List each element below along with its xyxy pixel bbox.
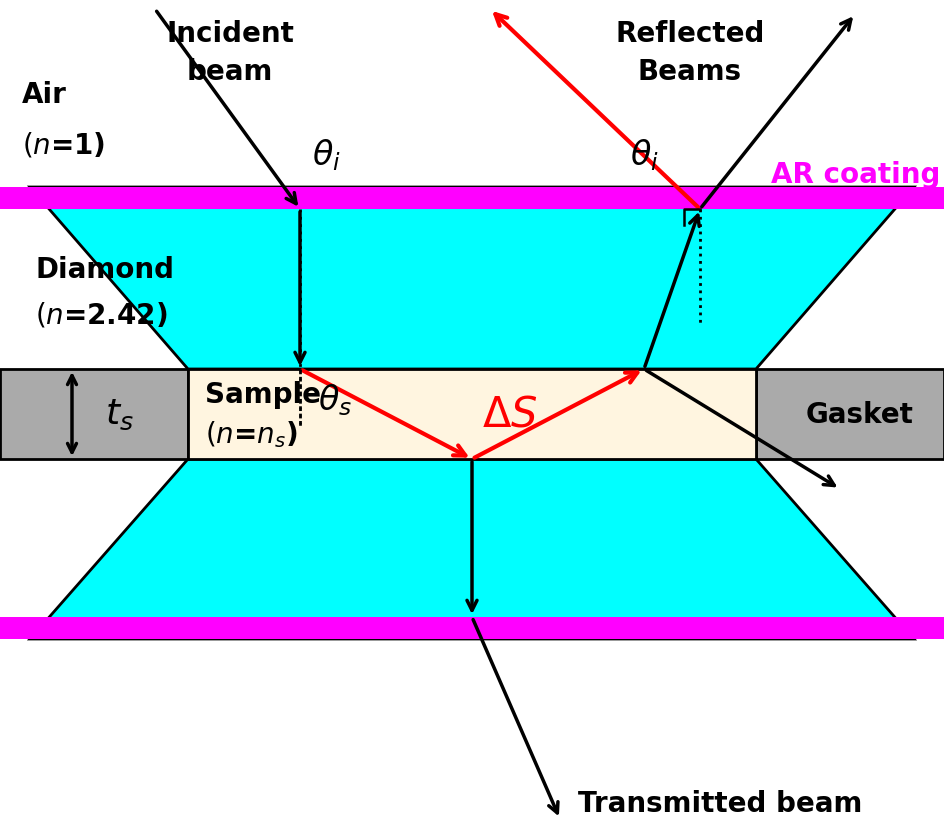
Text: Incident: Incident: [166, 20, 294, 48]
Bar: [0, 617, 944, 639]
Text: beam: beam: [187, 58, 273, 86]
Polygon shape: [30, 460, 914, 639]
Text: Reflected: Reflected: [615, 20, 765, 48]
Text: AR coating: AR coating: [770, 160, 940, 189]
Text: $(n$=1): $(n$=1): [22, 131, 106, 160]
Bar: [188, 370, 756, 460]
Bar: [756, 370, 944, 460]
Text: Diamond: Diamond: [35, 256, 174, 284]
Text: Transmitted beam: Transmitted beam: [578, 789, 862, 817]
Text: $t_s$: $t_s$: [105, 397, 134, 432]
Polygon shape: [30, 188, 914, 370]
Text: $\Delta S$: $\Delta S$: [482, 394, 538, 436]
Bar: [0, 370, 188, 460]
Text: $\theta_i$: $\theta_i$: [312, 137, 341, 173]
Text: Sample: Sample: [205, 380, 321, 409]
Text: $(n$=2.42): $(n$=2.42): [35, 300, 167, 329]
Text: $(n$=$n_s$): $(n$=$n_s$): [205, 419, 297, 450]
Text: Gasket: Gasket: [806, 400, 914, 428]
Text: Air: Air: [22, 81, 67, 109]
Text: Beams: Beams: [638, 58, 742, 86]
Text: $\theta_s$: $\theta_s$: [318, 382, 352, 418]
Bar: [0, 188, 944, 210]
Text: $\theta_i$: $\theta_i$: [630, 137, 659, 173]
